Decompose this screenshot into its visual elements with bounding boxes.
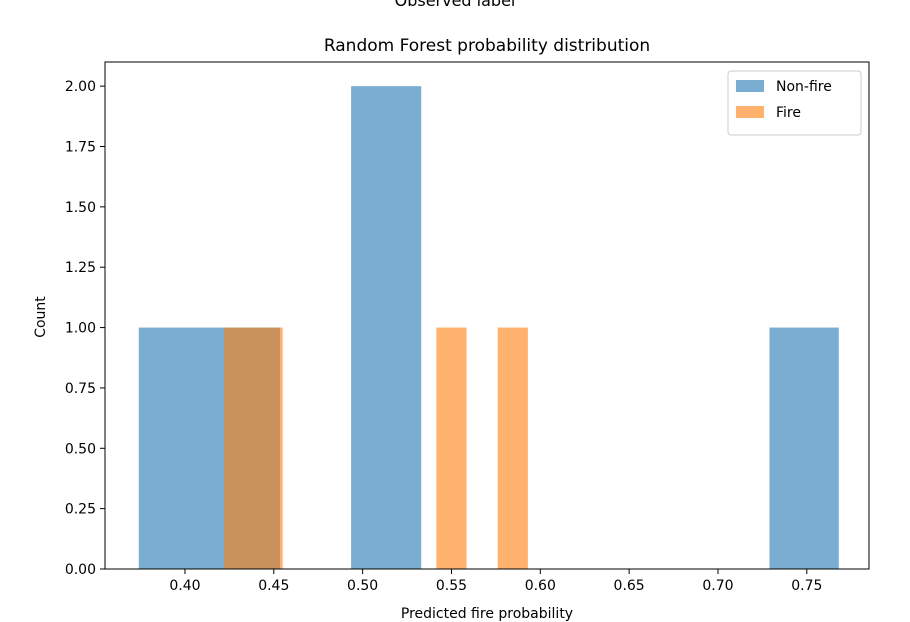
x-tick-label: 0.65 bbox=[614, 578, 645, 594]
x-tick-label: 0.40 bbox=[169, 578, 200, 594]
x-tick-label: 0.75 bbox=[791, 578, 822, 594]
bars-group bbox=[138, 86, 839, 570]
y-axis-label: Count bbox=[33, 296, 49, 338]
y-tick-label: 1.00 bbox=[65, 321, 96, 337]
y-tick-label: 0.00 bbox=[65, 562, 96, 578]
y-tick-label: 1.50 bbox=[65, 200, 96, 216]
legend-label-non-fire: Non-fire bbox=[776, 79, 832, 95]
axes-group: 0.40 0.45 0.50 0.55 0.60 0.65 0.70 0.75 0.00 0.25… bbox=[65, 61, 870, 594]
y-tick-label: 0.25 bbox=[65, 502, 96, 518]
legend-label-fire: Fire bbox=[776, 105, 801, 121]
legend-swatch-non-fire bbox=[736, 80, 764, 92]
bar-non-fire-2 bbox=[351, 86, 422, 570]
y-tick-label: 0.50 bbox=[65, 441, 96, 457]
bar-fire-1 bbox=[436, 327, 467, 569]
y-tick-label: 2.00 bbox=[65, 79, 96, 95]
x-tick-label: 0.70 bbox=[702, 578, 733, 594]
legend-swatch-fire bbox=[736, 106, 764, 118]
x-tick-label: 0.60 bbox=[525, 578, 556, 594]
bar-non-fire-0 bbox=[138, 327, 225, 569]
plot-frame bbox=[104, 61, 870, 570]
bar-non-fire-3 bbox=[769, 327, 839, 569]
x-tick-label: 0.50 bbox=[347, 578, 378, 594]
chart-title: Random Forest probability distribution bbox=[324, 36, 650, 56]
bar-fire-2 bbox=[497, 327, 528, 569]
x-tick-label: 0.55 bbox=[436, 578, 467, 594]
y-tick-label: 1.25 bbox=[65, 260, 96, 276]
x-tick-label: 0.45 bbox=[258, 578, 289, 594]
y-tick-label: 1.75 bbox=[65, 140, 96, 156]
x-axis-label: Predicted fire probability bbox=[401, 606, 573, 622]
y-tick-label: 0.75 bbox=[65, 381, 96, 397]
top-cut-label: Observed label bbox=[394, 0, 516, 10]
bar-fire-0 bbox=[224, 327, 283, 569]
legend: Non-fire Fire bbox=[727, 70, 862, 136]
